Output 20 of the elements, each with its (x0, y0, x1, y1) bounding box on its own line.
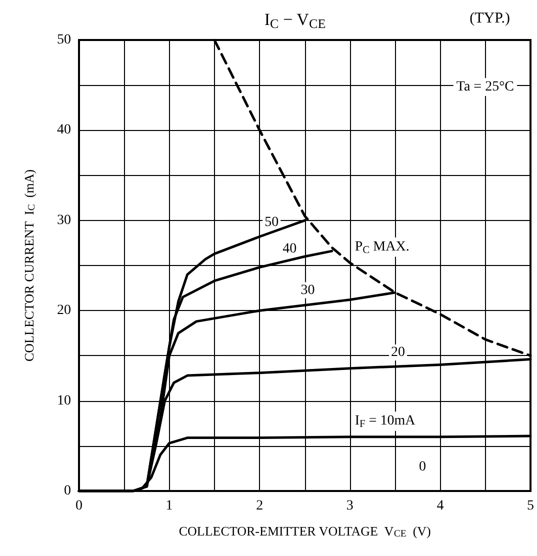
y-tick-label: 30 (57, 212, 71, 228)
annotation: Ta = 25°C (456, 80, 514, 94)
chart-subtitle: (TYP.) (470, 10, 510, 26)
annotation: 40 (282, 241, 297, 256)
annotation: 20 (391, 345, 406, 360)
x-tick-label: 4 (436, 498, 444, 514)
annotation: 50 (264, 215, 279, 230)
x-tick-label: 0 (76, 498, 82, 514)
y-tick-label: 10 (57, 393, 71, 408)
y-tick-label: 40 (57, 122, 71, 138)
x-tick-label: 5 (527, 498, 534, 514)
y-tick-label: 0 (64, 484, 71, 498)
annotation: 0 (419, 460, 426, 474)
x-tick-label: 2 (256, 498, 264, 514)
y-tick-label: 50 (57, 32, 71, 48)
y-axis-title: COLLECTOR CURRENT IC (mA) (22, 169, 38, 362)
annotation: 30 (300, 282, 315, 298)
x-tick-label: 3 (346, 498, 354, 514)
x-tick-label: 1 (166, 498, 173, 514)
y-tick-label: 20 (57, 303, 71, 318)
